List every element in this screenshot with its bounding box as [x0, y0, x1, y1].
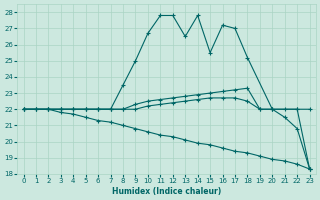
X-axis label: Humidex (Indice chaleur): Humidex (Indice chaleur)	[112, 187, 221, 196]
